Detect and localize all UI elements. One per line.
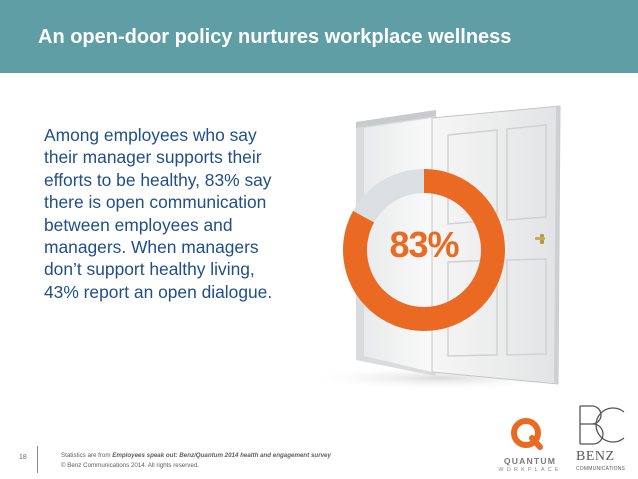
percentage-label: 83% [389,224,459,265]
title-bar: An open-door policy nurtures workplace w… [0,0,638,73]
body-line: Among employees who say [44,125,257,145]
quantum-sub: WORKPLACE [498,467,562,473]
copyright-note: © Benz Communications 2014. All rights r… [61,462,199,469]
body-paragraph: Among employees who say their manager su… [44,124,324,303]
percentage-ring [343,169,505,331]
slide-title: An open-door policy nurtures workplace w… [38,26,512,48]
body-line: don’t support healthy living, [44,259,255,280]
body-line: managers. When managers [44,237,259,258]
body-line: efforts to be healthy, 83% say [44,169,272,190]
source-prefix: Statistics are from [61,452,113,459]
body-line: their manager supports their [44,147,262,168]
quantum-name: QUANTUM [503,456,557,466]
source-note: Statistics are from Employees speak out:… [61,452,331,459]
quantum-q-icon [511,418,543,450]
ring-arc [343,169,505,331]
body-line: between employees and [44,214,233,235]
benz-bc-monogram-icon [579,405,625,445]
benz-sub: COMMUNICATIONS [576,466,626,472]
footer-divider [37,446,38,473]
body-line: 43% report an open dialogue. [44,281,273,302]
source-title: Employees speak out: Benz/Quantum 2014 h… [112,452,331,459]
benz-name: BENZ [576,449,615,464]
page-number: 18 [19,454,27,461]
body-line: there is open communication [44,192,267,213]
